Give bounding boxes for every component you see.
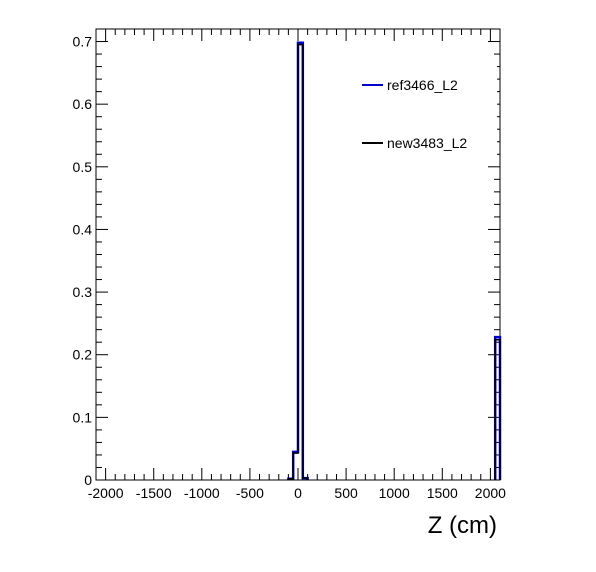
series-new3483_L2 <box>287 43 501 480</box>
x-tick-label: 0 <box>294 485 302 501</box>
legend-label: new3483_L2 <box>387 135 467 151</box>
x-tick-label: -1500 <box>136 485 172 501</box>
x-tick-label: 500 <box>334 485 358 501</box>
x-tick-label: -1000 <box>184 485 220 501</box>
legend: ref3466_L2 new3483_L2 <box>357 63 497 163</box>
y-tick-label: 0.2 <box>73 347 93 363</box>
x-tick-label: 1500 <box>427 485 458 501</box>
x-axis-title: Z (cm) <box>428 512 497 539</box>
x-tick-label: -500 <box>236 485 264 501</box>
x-axis-ticks: -2000 -1500 -1000 -500 0 500 1000 1500 2000 <box>88 29 506 501</box>
x-tick-label: -2000 <box>88 485 124 501</box>
y-tick-label: 0 <box>84 472 92 488</box>
y-tick-label: 0.4 <box>73 221 93 237</box>
y-tick-label: 0.1 <box>73 409 93 425</box>
legend-box <box>357 63 497 163</box>
y-tick-label: 0.6 <box>73 96 93 112</box>
y-tick-label: 0.5 <box>73 159 93 175</box>
y-tick-label: 0.7 <box>73 34 93 50</box>
y-tick-label: 0.3 <box>73 284 93 300</box>
y-axis-ticks: 0 0.1 0.2 0.3 0.4 0.5 0.6 0.7 <box>73 28 500 488</box>
histogram-outline <box>287 43 501 480</box>
series-layer <box>96 41 502 481</box>
legend-label: ref3466_L2 <box>387 77 458 93</box>
x-tick-label: 1000 <box>379 485 410 501</box>
x-tick-label: 2000 <box>475 485 506 501</box>
